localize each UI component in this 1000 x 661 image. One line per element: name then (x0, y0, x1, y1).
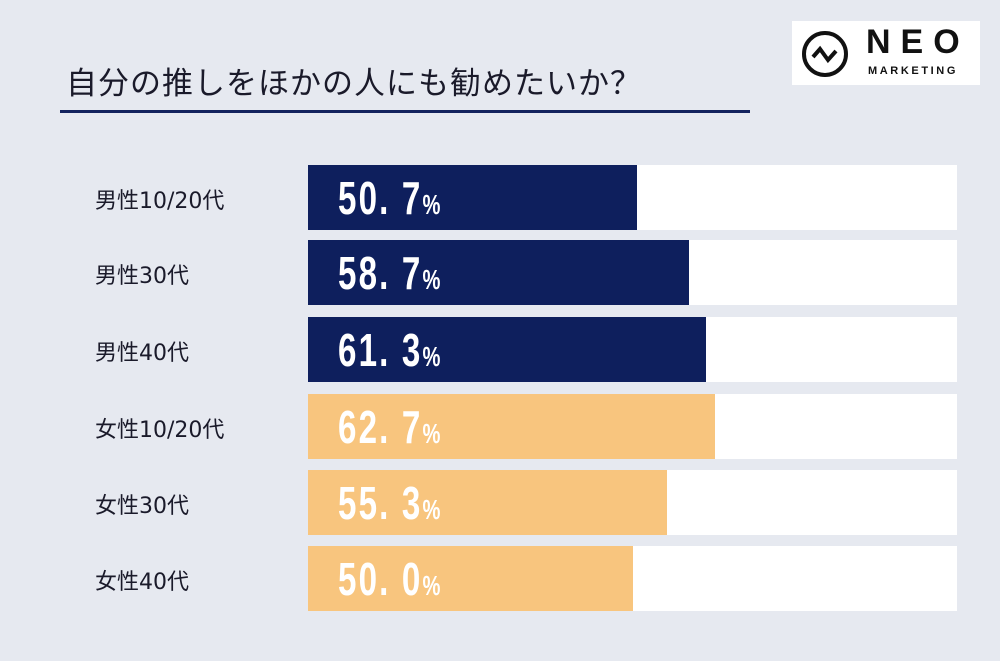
bar-track: 62. 7% (308, 394, 957, 459)
bar-row: 男性40代 61. 3% (0, 317, 1000, 382)
bar-row: 女性30代 55. 3% (0, 470, 1000, 535)
bar-track: 50. 7% (308, 165, 957, 230)
bar (308, 546, 633, 611)
bar-row: 男性10/20代 50. 7% (0, 165, 1000, 230)
bar-row: 男性30代 58. 7% (0, 240, 1000, 305)
bar-track: 50. 0% (308, 546, 957, 611)
category-label: 男性40代 (95, 341, 189, 366)
bar (308, 470, 667, 535)
bar-row: 女性10/20代 62. 7% (0, 394, 1000, 459)
data-label: 55. 3% (338, 477, 443, 529)
bar-row: 女性40代 50. 0% (0, 546, 1000, 611)
data-label: 62. 7% (338, 401, 443, 453)
percent-sign: % (422, 494, 443, 525)
title-underline (60, 110, 750, 113)
neo-marketing-logo: NEO MARKETING (792, 21, 980, 85)
category-label: 女性10/20代 (95, 418, 225, 443)
bar (308, 240, 689, 305)
bar (308, 317, 706, 382)
bar-track: 58. 7% (308, 240, 957, 305)
percent-sign: % (422, 341, 443, 372)
bar (308, 394, 715, 459)
percent-sign: % (422, 570, 443, 601)
bar-track: 55. 3% (308, 470, 957, 535)
bar (308, 165, 638, 230)
category-label: 男性10/20代 (95, 189, 225, 214)
bar-track: 61. 3% (308, 317, 957, 382)
data-label: 61. 3% (338, 324, 443, 376)
percent-sign: % (422, 264, 443, 295)
category-label: 女性30代 (95, 494, 189, 519)
data-label: 58. 7% (338, 247, 443, 299)
chart-title: 自分の推しをほかの人にも勧めたいか？ (66, 66, 642, 102)
percent-sign: % (422, 418, 443, 449)
data-label: 50. 7% (338, 172, 443, 224)
category-label: 男性30代 (95, 264, 189, 289)
category-label: 女性40代 (95, 570, 189, 595)
logo-wave-icon (802, 31, 848, 77)
logo-name: NEO (866, 23, 970, 61)
logo-subtitle: MARKETING (868, 65, 959, 77)
percent-sign: % (422, 189, 443, 220)
data-label: 50. 0% (338, 553, 443, 605)
